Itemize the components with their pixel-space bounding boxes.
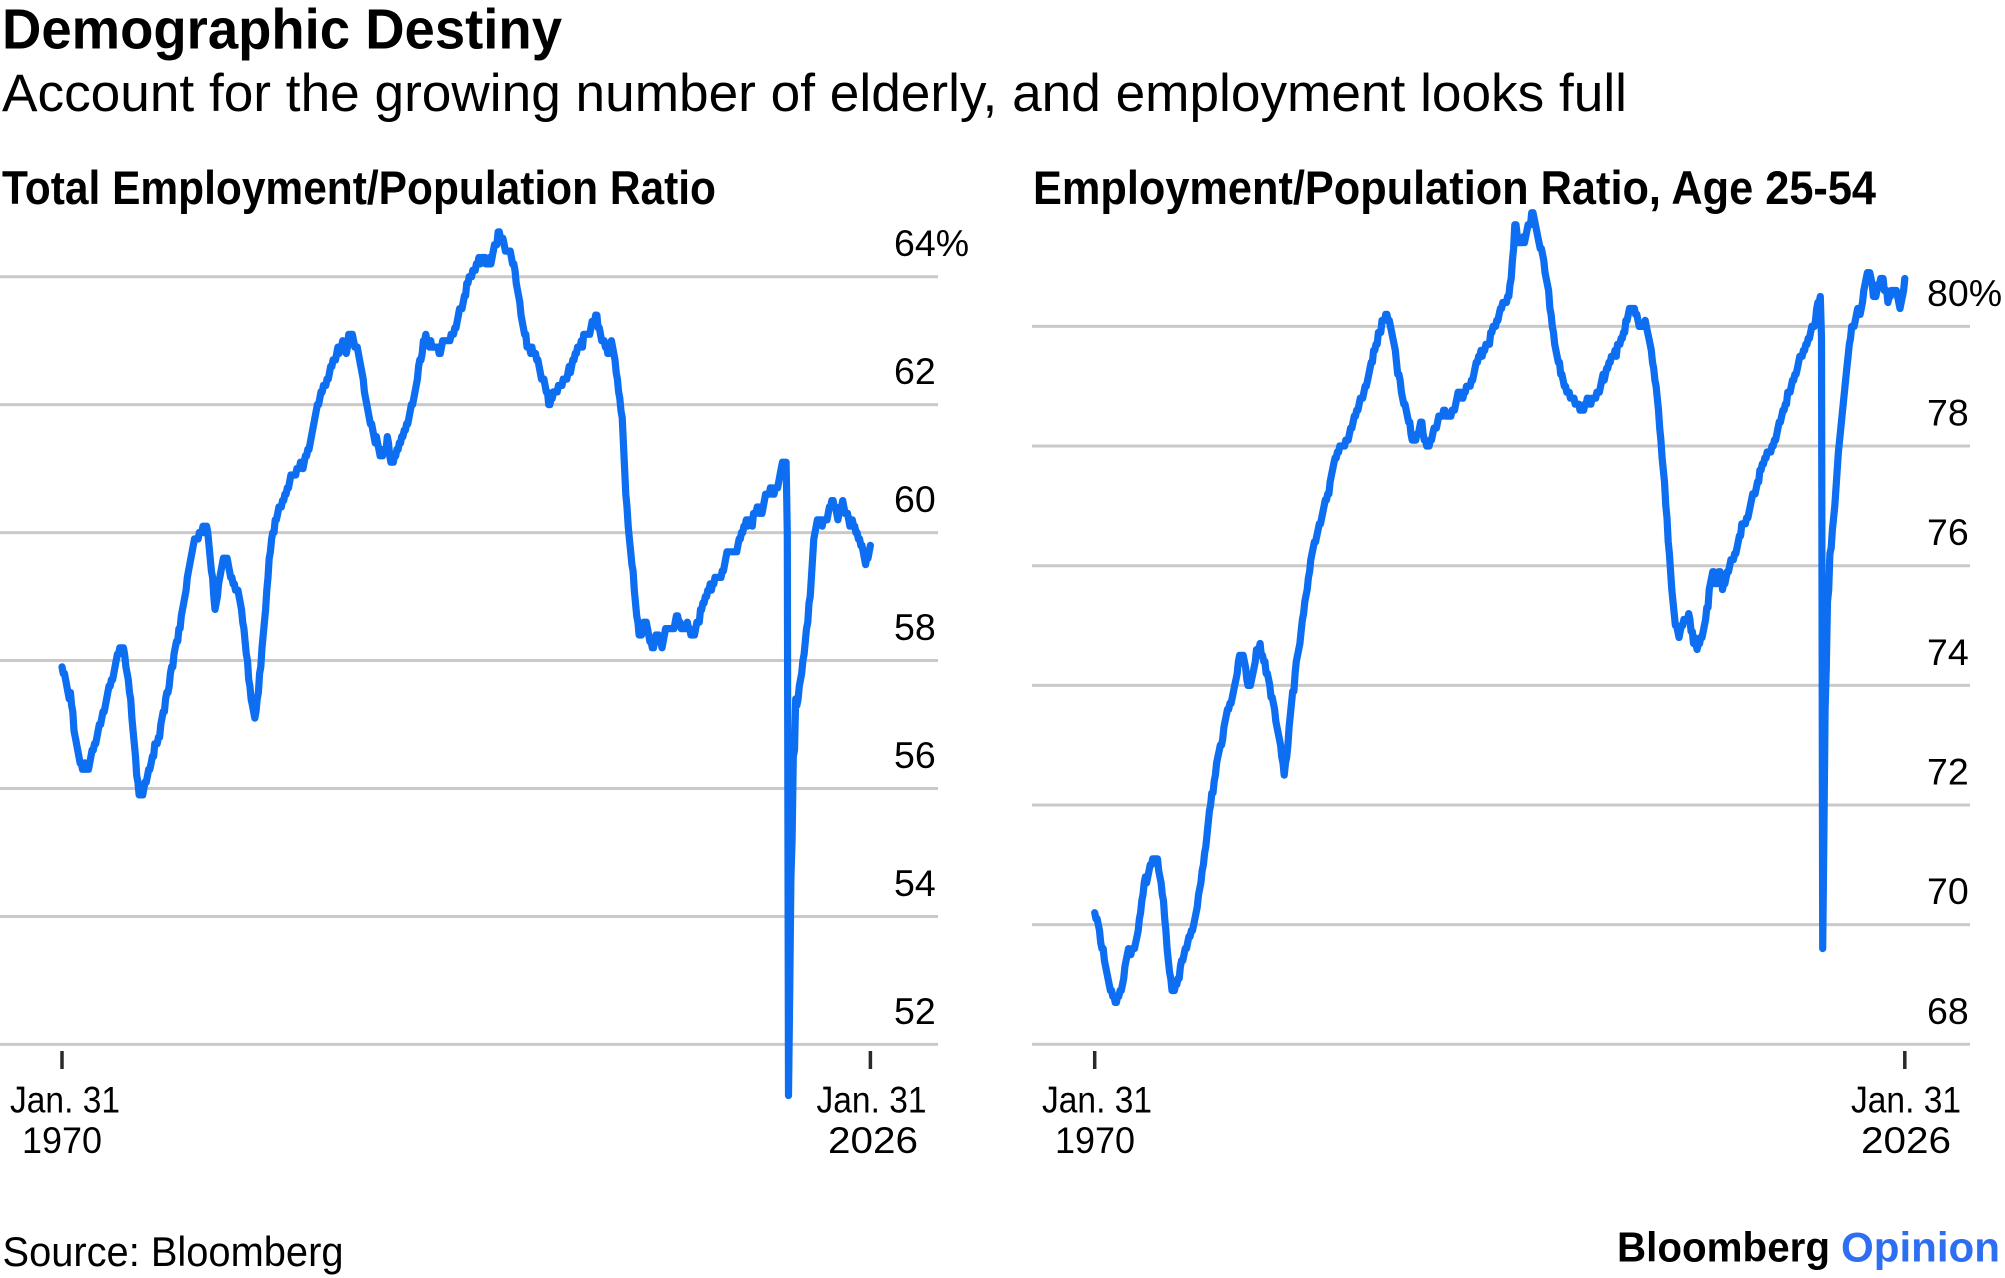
svg-text:58: 58 (894, 606, 936, 648)
svg-text:1970: 1970 (22, 1119, 102, 1161)
svg-text:70: 70 (1927, 870, 1969, 912)
svg-text:72: 72 (1927, 751, 1969, 793)
svg-text:Source: Bloomberg: Source: Bloomberg (3, 1228, 344, 1275)
svg-text:Employment/Population Ratio, A: Employment/Population Ratio, Age 25-54 (1033, 161, 1876, 214)
svg-text:64%: 64% (894, 222, 969, 264)
svg-text:68: 68 (1927, 990, 1969, 1032)
svg-text:2026: 2026 (1861, 1119, 1951, 1161)
svg-text:80%: 80% (1927, 272, 2002, 314)
svg-text:Jan. 31: Jan. 31 (1851, 1079, 1961, 1121)
svg-text:Jan. 31: Jan. 31 (817, 1079, 927, 1121)
svg-text:60: 60 (894, 478, 936, 520)
svg-text:54: 54 (894, 862, 936, 904)
svg-text:76: 76 (1927, 511, 1969, 553)
svg-text:74: 74 (1927, 631, 1969, 673)
svg-text:1970: 1970 (1055, 1119, 1135, 1161)
svg-text:Account for the growing number: Account for the growing number of elderl… (2, 64, 1627, 123)
svg-text:Demographic Destiny: Demographic Destiny (2, 0, 562, 62)
svg-text:Total Employment/Population Ra: Total Employment/Population Ratio (2, 161, 716, 214)
svg-text:Opinion: Opinion (1841, 1224, 2000, 1271)
svg-text:2026: 2026 (828, 1119, 918, 1161)
svg-text:56: 56 (894, 734, 936, 776)
svg-text:62: 62 (894, 350, 936, 392)
svg-text:Bloomberg: Bloomberg (1617, 1224, 1830, 1271)
svg-text:Jan. 31: Jan. 31 (10, 1079, 120, 1121)
svg-text:52: 52 (894, 990, 936, 1032)
svg-text:Jan. 31: Jan. 31 (1042, 1079, 1152, 1121)
svg-text:78: 78 (1927, 392, 1969, 434)
